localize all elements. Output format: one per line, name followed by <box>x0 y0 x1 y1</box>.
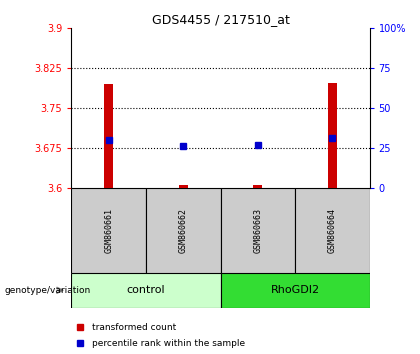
Text: percentile rank within the sample: percentile rank within the sample <box>92 339 246 348</box>
Bar <box>71 188 146 273</box>
Bar <box>179 185 188 188</box>
Text: transformed count: transformed count <box>92 323 177 332</box>
Bar <box>71 273 220 308</box>
Bar <box>220 188 295 273</box>
Text: genotype/variation: genotype/variation <box>4 286 90 295</box>
Text: control: control <box>127 285 165 295</box>
Text: GSM860662: GSM860662 <box>179 207 188 253</box>
Title: GDS4455 / 217510_at: GDS4455 / 217510_at <box>152 13 289 26</box>
Text: GSM860661: GSM860661 <box>104 207 113 253</box>
Bar <box>328 83 337 188</box>
Bar <box>146 188 220 273</box>
Text: GSM860663: GSM860663 <box>253 207 262 253</box>
Bar <box>295 188 370 273</box>
Text: GSM860664: GSM860664 <box>328 207 337 253</box>
Bar <box>253 185 262 188</box>
Text: RhoGDI2: RhoGDI2 <box>270 285 320 295</box>
Bar <box>104 84 113 188</box>
Bar <box>220 273 370 308</box>
